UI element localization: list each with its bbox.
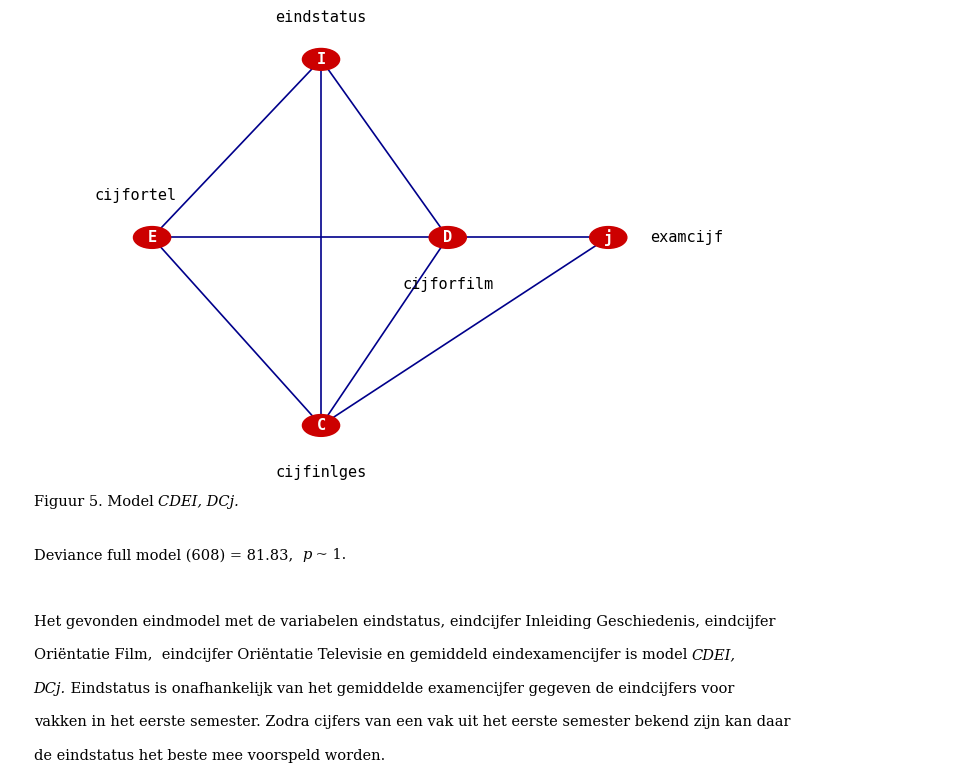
Text: j: j — [604, 229, 612, 246]
Circle shape — [429, 226, 467, 248]
Circle shape — [133, 226, 171, 248]
Text: eindstatus: eindstatus — [276, 10, 367, 25]
Text: cijfinlges: cijfinlges — [276, 465, 367, 480]
Text: E: E — [148, 230, 156, 245]
Text: vakken in het eerste semester. Zodra cijfers van een vak uit het eerste semester: vakken in het eerste semester. Zodra cij… — [34, 715, 790, 729]
Text: Eindstatus is onafhankelijk van het gemiddelde examencijfer gegeven de eindcijfe: Eindstatus is onafhankelijk van het gemi… — [65, 682, 734, 696]
Text: Figuur 5. Model: Figuur 5. Model — [34, 495, 158, 509]
Text: Het gevonden eindmodel met de variabelen eindstatus, eindcijfer Inleiding Geschi: Het gevonden eindmodel met de variabelen… — [34, 615, 775, 629]
Text: I: I — [317, 52, 325, 67]
Text: ~ 1.: ~ 1. — [311, 548, 347, 562]
Text: de eindstatus het beste mee voorspeld worden.: de eindstatus het beste mee voorspeld wo… — [34, 748, 385, 763]
Circle shape — [302, 49, 340, 70]
Text: D: D — [444, 230, 452, 245]
Text: p: p — [302, 548, 311, 562]
Text: Deviance full model (608) = 81.83,: Deviance full model (608) = 81.83, — [34, 548, 302, 562]
Circle shape — [589, 226, 627, 248]
Text: Oriëntatie Film,  eindcijfer Oriëntatie Televisie en gemiddeld eindexamencijfer : Oriëntatie Film, eindcijfer Oriëntatie T… — [34, 649, 691, 662]
Text: CDEI,: CDEI, — [691, 649, 735, 662]
Text: cijforfilm: cijforfilm — [402, 277, 493, 292]
Text: C: C — [317, 418, 325, 433]
Text: cijfortel: cijfortel — [94, 188, 177, 203]
Text: examcijf: examcijf — [651, 230, 724, 245]
Text: CDEI, DCj.: CDEI, DCj. — [158, 495, 239, 509]
Text: DCj.: DCj. — [34, 682, 65, 696]
Circle shape — [302, 414, 340, 436]
